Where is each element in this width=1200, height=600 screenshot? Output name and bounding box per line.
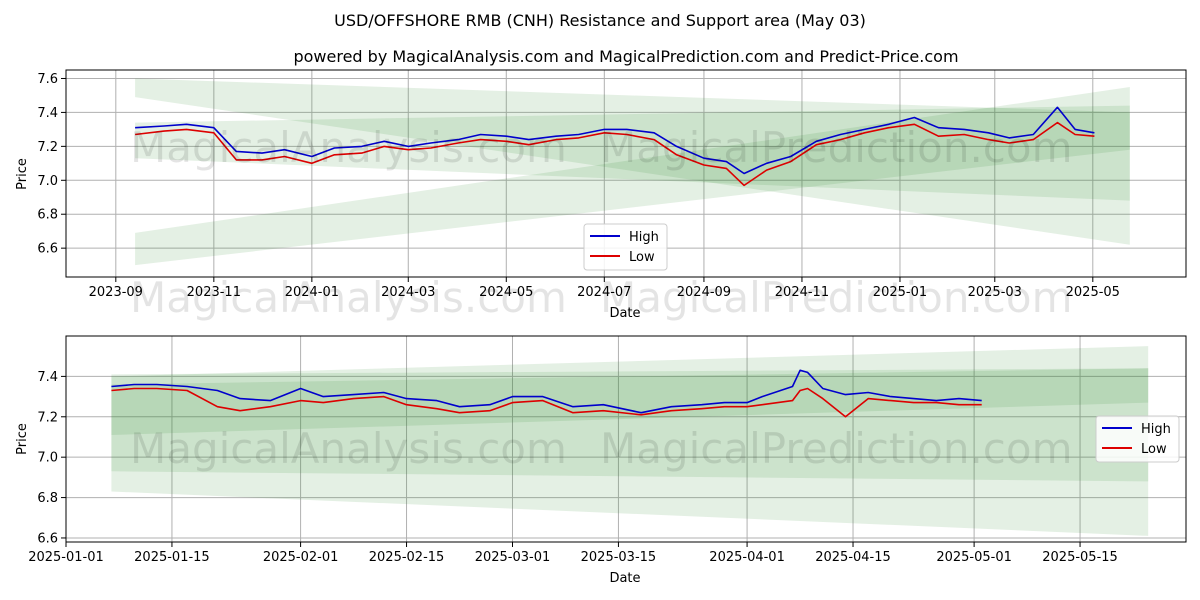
top-band-2 bbox=[135, 87, 1130, 266]
top-y-tick-label: 6.6 bbox=[37, 242, 58, 257]
top-y-tick-label: 7.4 bbox=[37, 106, 58, 121]
bottom-legend-high-label: High bbox=[1141, 422, 1171, 437]
bottom-x-tick-label: 2025-05-15 bbox=[1042, 550, 1118, 565]
bottom-x-tick-label: 2025-05-01 bbox=[936, 550, 1012, 565]
top-legend-high-label: High bbox=[629, 230, 659, 245]
bottom-x-tick-label: 2025-01-15 bbox=[134, 550, 210, 565]
bottom-y-tick-label: 6.6 bbox=[37, 531, 58, 546]
top-x-tick-label: 2023-09 bbox=[89, 285, 143, 300]
top-legend-low-label: Low bbox=[629, 250, 655, 265]
bottom-x-tick-label: 2025-02-01 bbox=[263, 550, 339, 565]
bottom-y-tick-label: 7.2 bbox=[37, 410, 58, 425]
mid-watermark-1: MagicalAnalysis.com bbox=[130, 273, 567, 322]
bottom-legend: High Low bbox=[1095, 415, 1180, 463]
top-y-tick-label: 6.8 bbox=[37, 208, 58, 223]
top-x-tick-label: 2024-01 bbox=[285, 285, 339, 300]
bottom-chart: MagicalAnalysis.com MagicalPrediction.co… bbox=[15, 335, 1187, 586]
bottom-x-tick-label: 2025-01-01 bbox=[28, 550, 104, 565]
top-low-series-line bbox=[135, 121, 1095, 187]
bottom-y-tick-label: 6.8 bbox=[37, 491, 58, 506]
bottom-y-tick-label: 7.0 bbox=[37, 451, 58, 466]
bottom-y-axis-label: Price bbox=[15, 423, 30, 455]
top-x-tick-label: 2024-11 bbox=[775, 285, 829, 300]
bottom-watermark-2: MagicalPrediction.com bbox=[600, 424, 1073, 473]
bottom-low-series-line bbox=[111, 387, 982, 418]
top-x-tick-label: 2025-05 bbox=[1066, 285, 1120, 300]
top-y-tick-label: 7.6 bbox=[37, 72, 58, 87]
bottom-watermark-1: MagicalAnalysis.com bbox=[130, 424, 567, 473]
figure-subtitle: powered by MagicalAnalysis.com and Magic… bbox=[293, 47, 958, 66]
mid-watermark-2: MagicalPrediction.com bbox=[600, 273, 1073, 322]
top-y-tick-label: 7.2 bbox=[37, 140, 58, 155]
top-band-1 bbox=[135, 78, 1130, 245]
top-x-tick-label: 2024-03 bbox=[381, 285, 435, 300]
bottom-x-tick-label: 2025-02-15 bbox=[369, 550, 445, 565]
bottom-x-tick-label: 2025-04-15 bbox=[815, 550, 891, 565]
top-x-tick-label: 2025-03 bbox=[968, 285, 1022, 300]
bottom-plot-frame bbox=[65, 335, 1187, 543]
bottom-x-tick-label: 2025-03-01 bbox=[475, 550, 551, 565]
top-high-series-line bbox=[135, 106, 1095, 175]
top-plot-frame bbox=[65, 69, 1187, 278]
top-x-tick-label: 2024-07 bbox=[577, 285, 631, 300]
bottom-band-3 bbox=[111, 368, 1149, 435]
bottom-x-axis-label: Date bbox=[609, 571, 640, 586]
top-watermark-2: MagicalPrediction.com bbox=[600, 123, 1073, 172]
bottom-x-tick-label: 2025-04-01 bbox=[709, 550, 785, 565]
top-x-tick-label: 2025-01 bbox=[873, 285, 927, 300]
bottom-plot-background bbox=[66, 336, 1186, 542]
top-watermark-1: MagicalAnalysis.com bbox=[130, 123, 567, 172]
top-x-axis-label: Date bbox=[609, 306, 640, 321]
bottom-x-tick-label: 2025-03-15 bbox=[581, 550, 657, 565]
figure-title: USD/OFFSHORE RMB (CNH) Resistance and Su… bbox=[334, 11, 866, 30]
bottom-high-series-line bbox=[111, 369, 982, 414]
top-y-tick-label: 7.0 bbox=[37, 174, 58, 189]
top-x-tick-label: 2024-09 bbox=[677, 285, 731, 300]
top-legend: High Low bbox=[583, 223, 668, 271]
bottom-legend-low-label: Low bbox=[1141, 442, 1167, 457]
top-chart: MagicalAnalysis.com MagicalPrediction.co… bbox=[15, 69, 1187, 322]
top-y-axis-label: Price bbox=[15, 158, 30, 190]
bottom-y-tick-label: 7.4 bbox=[37, 370, 58, 385]
top-x-tick-label: 2024-05 bbox=[479, 285, 533, 300]
top-x-tick-label: 2023-11 bbox=[187, 285, 241, 300]
